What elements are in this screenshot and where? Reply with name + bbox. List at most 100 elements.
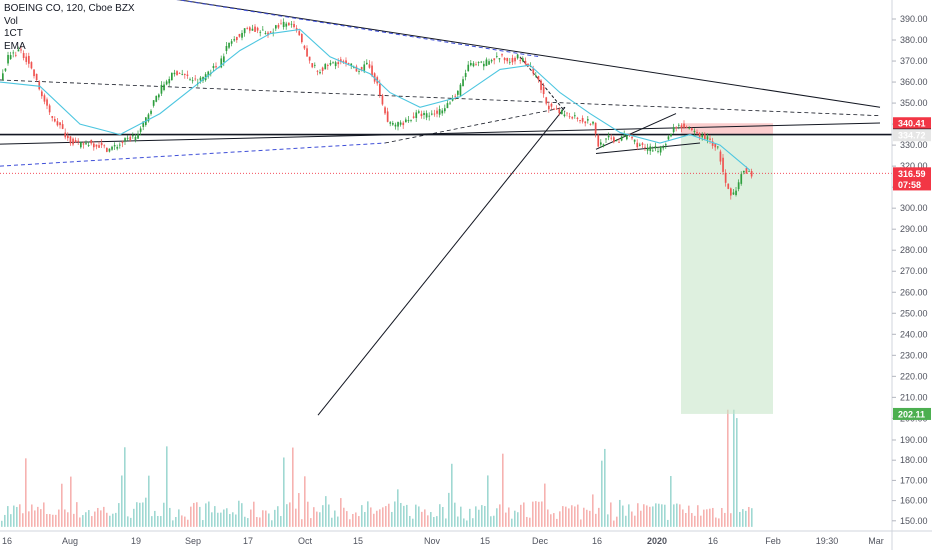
volume-bar [325,496,327,527]
volume-bar [316,511,318,527]
volume-bar [718,518,720,527]
volume-bar [493,515,495,527]
candle-body [340,59,342,63]
time-tick-label: 16 [592,536,602,546]
volume-bar [145,497,147,527]
candle-body [618,141,620,143]
candle-body [2,73,4,80]
volume-bar [562,506,564,527]
volume-bar [574,506,576,527]
volume-bar [709,508,711,527]
volume-bar [136,502,138,527]
volume-bar [28,511,30,527]
candle-body [106,147,108,152]
candle-body [124,138,126,141]
volume-bar [541,501,543,527]
candle-body [314,64,316,66]
price-badge [893,129,931,142]
volume-bar [124,447,126,527]
candle-body [454,95,457,97]
candle-body [41,91,43,97]
volume-bar [169,507,171,527]
candle-body [334,62,337,67]
volume-bar [133,508,135,527]
candle-body [685,127,688,128]
candle-body [7,54,9,64]
candle-body [399,122,402,125]
candle-body [597,135,600,147]
candle-body [457,90,459,95]
candle-body [553,108,555,110]
time-tick-label: Sep [185,536,201,546]
candle-body [594,122,597,134]
candle-body [490,60,493,62]
candle-body [137,134,139,139]
candle-body [431,113,433,115]
volume-bar [349,519,351,527]
candle-body [61,124,64,129]
volume-bar [505,512,507,527]
candle-body [285,23,288,27]
candle-body [113,145,116,147]
candle-body [173,72,176,75]
candle-body [30,62,33,69]
price-tick-label: 240.00 [900,329,928,339]
candle-body [9,55,12,60]
volume-bar [421,511,423,527]
candle-body [548,105,550,110]
volume-bar [430,512,432,527]
candle-body [295,28,298,31]
volume-bar [73,513,75,527]
candle-body [311,63,314,68]
volume-bar [205,503,207,527]
volume-bar [436,516,438,527]
volume-bar [610,502,612,527]
candle-body [259,31,262,33]
candle-body [28,55,30,64]
candle-body [667,136,670,140]
volume-bar [79,517,81,527]
candle-body [17,49,20,52]
volume-bar [64,509,66,527]
candle-body [423,112,425,116]
candle-body [267,32,269,36]
price-badge-label: 334.72 [898,131,926,141]
volume-bar [637,503,639,527]
volume-bar [583,507,585,527]
candle-body [714,143,717,148]
volume-bar [667,519,669,527]
candle-body [605,138,607,140]
candle-body [139,128,142,132]
volume-bar [355,512,357,527]
candle-body [433,113,436,115]
candle-body [74,140,77,143]
candle-body [600,142,602,145]
candle-body [191,80,194,82]
price-badge-label: 316.59 [898,169,926,179]
volume-legend: Vol [4,15,18,27]
candle-body [550,103,553,107]
candle-body [730,188,732,196]
volume-bar [352,514,354,527]
time-tick-label: 16 [708,536,718,546]
candle-body [441,110,444,114]
symbol-title: BOEING CO, 120, Cboe BZX [4,3,135,14]
upper-dashed-line [176,0,541,58]
candle-body [308,56,311,61]
candle-body [72,138,74,145]
candle-body [472,63,475,67]
candle-body [665,144,667,146]
candle-body [740,174,743,184]
candle-body [215,66,217,68]
volume-bar [679,504,681,527]
candle-body [735,190,737,196]
candle-body [425,113,428,118]
volume-bar [271,520,273,527]
volume-bar [706,509,708,527]
volume-bar [223,509,225,527]
candle-body [568,116,571,118]
candle-body [342,60,345,62]
